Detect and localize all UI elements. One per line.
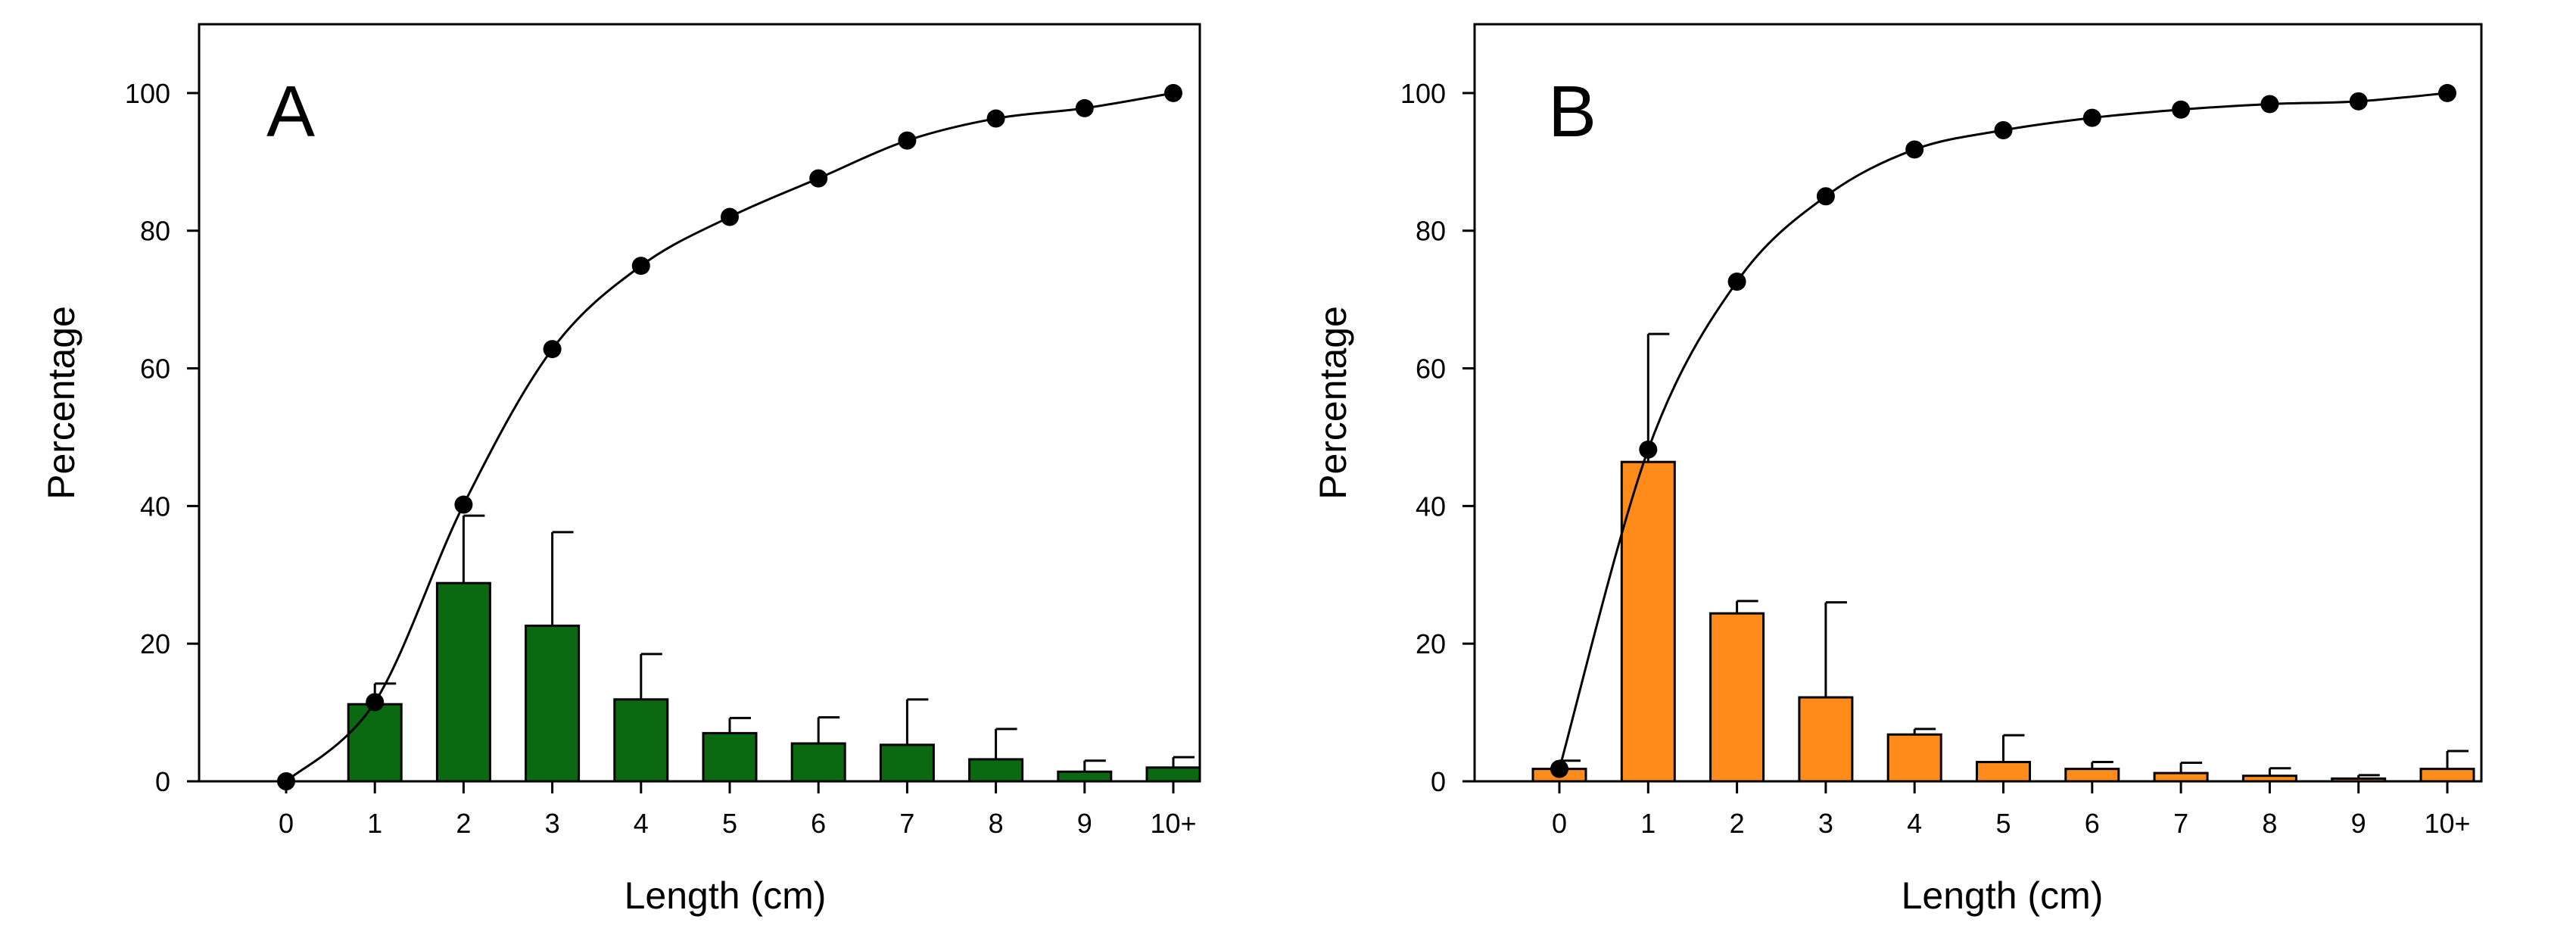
- error-bars: [373, 514, 1195, 772]
- cumulative-line: [285, 92, 1174, 783]
- cumulative-series: [1550, 83, 2456, 778]
- y-tick-label: 40: [1416, 491, 1446, 522]
- x-tick-label: 9: [1077, 808, 1092, 839]
- x-tick-label: 2: [1730, 808, 1745, 839]
- bar: [1145, 766, 1201, 783]
- y-axis-label: Percentage: [1312, 306, 1354, 500]
- bar: [1798, 696, 1854, 783]
- x-tick-label: 6: [811, 808, 826, 839]
- bar: [525, 625, 581, 783]
- y-tick-label: 80: [1416, 216, 1446, 247]
- x-axis-label: Length (cm): [625, 874, 827, 917]
- y-tick-label: 80: [140, 216, 170, 247]
- cumulative-point: [809, 169, 828, 188]
- bar: [702, 731, 758, 783]
- chart-panel-a: A Percentage Length (cm) 0 20 40 60 80 100 0 1…: [40, 23, 1201, 917]
- cumulative-point: [2172, 100, 2191, 119]
- y-axis-ticks: 0 20 40 60 80 100: [125, 78, 199, 797]
- bar: [613, 698, 669, 783]
- bars: [1531, 460, 2475, 783]
- bar: [2419, 768, 2475, 783]
- cumulative-point: [454, 495, 473, 514]
- x-axis-ticks: 0 1 2 3 4 5 6 7 8 9 10+: [1552, 781, 2471, 839]
- cumulative-series: [277, 83, 1182, 790]
- y-tick-label: 100: [1400, 78, 1446, 109]
- bar: [1886, 733, 1942, 783]
- x-tick-label: 1: [367, 808, 382, 839]
- x-tick-label: 3: [1818, 808, 1833, 839]
- x-tick-label: 2: [456, 808, 471, 839]
- y-tick-label: 100: [125, 78, 170, 109]
- y-tick-label: 0: [155, 766, 170, 797]
- x-axis-ticks: 0 1 2 3 4 5 6 7 8 9 10+: [279, 781, 1197, 839]
- x-tick-label: 10+: [1150, 808, 1196, 839]
- x-tick-label: 0: [279, 808, 294, 839]
- y-tick-label: 20: [140, 628, 170, 659]
- plot-frame: [198, 23, 1201, 783]
- y-tick-label: 60: [140, 354, 170, 385]
- bar: [347, 703, 403, 783]
- cumulative-point: [2260, 95, 2279, 114]
- cumulative-point: [2438, 83, 2456, 102]
- x-tick-label: 7: [2173, 808, 2188, 839]
- cumulative-point: [1816, 187, 1835, 206]
- bar: [1709, 612, 1765, 783]
- bar: [2241, 774, 2297, 783]
- x-tick-label: 4: [634, 808, 649, 839]
- cumulative-point: [1164, 83, 1182, 102]
- x-tick-label: 7: [899, 808, 914, 839]
- cumulative-point: [1905, 140, 1924, 159]
- cumulative-point: [631, 257, 650, 276]
- bar: [2153, 771, 2209, 783]
- bar: [1976, 761, 2031, 783]
- cumulative-point: [366, 693, 385, 712]
- cumulative-point: [1994, 121, 2013, 139]
- cumulative-point: [277, 772, 295, 790]
- x-tick-label: 8: [2262, 808, 2277, 839]
- cumulative-point: [898, 131, 917, 150]
- bar: [1057, 770, 1113, 783]
- bar: [2064, 768, 2120, 783]
- x-tick-label: 5: [722, 808, 737, 839]
- y-tick-label: 60: [1416, 354, 1446, 385]
- cumulative-point: [1550, 759, 1568, 778]
- x-tick-label: 4: [1907, 808, 1922, 839]
- bar: [435, 581, 491, 783]
- error-bars: [1558, 332, 2469, 779]
- cumulative-point: [1727, 273, 1746, 291]
- cumulative-point: [1639, 440, 1658, 459]
- x-tick-label: 9: [2351, 808, 2366, 839]
- y-tick-label: 0: [1431, 766, 1446, 797]
- cumulative-point: [986, 109, 1005, 128]
- bar: [968, 758, 1024, 783]
- x-tick-label: 0: [1552, 808, 1567, 839]
- cumulative-point: [721, 207, 739, 226]
- chart-panel-b: B Percentage Length (cm) 0 20 40 60 80 100 0 1…: [1312, 23, 2483, 917]
- cumulative-point: [543, 340, 562, 359]
- bars: [347, 581, 1201, 783]
- y-axis-label: Percentage: [40, 306, 83, 500]
- bar: [790, 742, 846, 783]
- x-tick-label: 5: [1995, 808, 2011, 839]
- bar: [1620, 460, 1676, 783]
- x-tick-label: 6: [2085, 808, 2100, 839]
- y-tick-label: 20: [1416, 628, 1446, 659]
- panel-label: A: [266, 71, 315, 152]
- panel-label: B: [1548, 71, 1596, 152]
- bar: [2331, 777, 2387, 783]
- cumulative-point: [1075, 98, 1094, 117]
- x-tick-label: 3: [545, 808, 560, 839]
- cumulative-line: [1558, 92, 2448, 770]
- x-axis-label: Length (cm): [1902, 874, 2104, 917]
- x-tick-label: 10+: [2424, 808, 2470, 839]
- y-tick-label: 40: [140, 491, 170, 522]
- y-axis-ticks: 0 20 40 60 80 100: [1400, 78, 1475, 797]
- bar: [879, 743, 935, 783]
- cumulative-point: [2349, 92, 2368, 111]
- x-tick-label: 1: [1640, 808, 1656, 839]
- x-tick-label: 8: [989, 808, 1004, 839]
- cumulative-point: [2082, 108, 2101, 127]
